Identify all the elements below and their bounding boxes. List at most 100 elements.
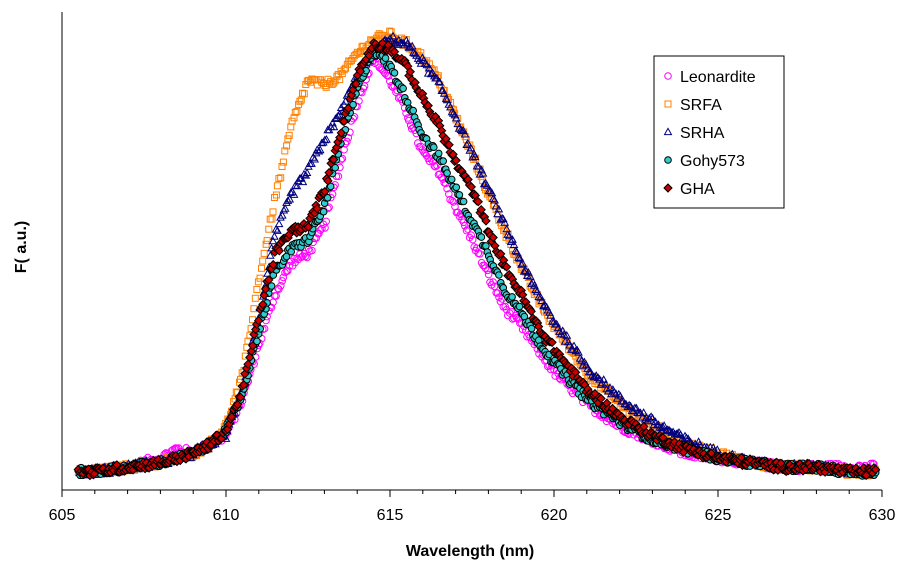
data-point bbox=[487, 188, 497, 197]
data-point bbox=[417, 142, 425, 151]
data-point bbox=[259, 290, 269, 301]
data-point bbox=[473, 196, 484, 207]
data-point bbox=[343, 103, 354, 114]
data-point bbox=[283, 142, 291, 150]
data-point bbox=[279, 158, 287, 166]
data-point bbox=[507, 307, 515, 316]
data-point bbox=[284, 267, 292, 275]
data-point bbox=[387, 28, 395, 36]
data-point bbox=[270, 231, 279, 240]
data-point bbox=[355, 66, 366, 77]
data-point bbox=[472, 244, 481, 252]
data-point bbox=[451, 155, 461, 166]
data-point bbox=[292, 181, 302, 190]
data-point bbox=[274, 246, 285, 256]
data-point bbox=[289, 190, 299, 198]
data-point bbox=[658, 422, 667, 430]
data-point bbox=[470, 152, 480, 160]
data-point bbox=[280, 204, 290, 212]
data-point bbox=[322, 134, 331, 143]
data-point bbox=[659, 421, 669, 429]
data-point bbox=[239, 380, 249, 390]
data-point bbox=[286, 188, 296, 196]
data-point bbox=[508, 235, 517, 243]
data-point bbox=[307, 159, 316, 167]
data-point bbox=[323, 194, 332, 202]
data-point bbox=[467, 231, 476, 239]
data-point bbox=[295, 174, 305, 182]
data-point bbox=[454, 123, 464, 132]
data-point bbox=[287, 123, 295, 131]
data-point bbox=[482, 242, 490, 250]
data-point bbox=[515, 302, 524, 311]
data-point bbox=[455, 191, 464, 199]
data-point bbox=[275, 175, 283, 182]
data-point bbox=[308, 152, 318, 161]
data-point bbox=[517, 259, 526, 268]
data-point bbox=[488, 232, 498, 243]
data-point bbox=[323, 176, 333, 186]
data-point bbox=[481, 264, 490, 273]
data-point bbox=[341, 96, 350, 105]
x-tick-label: 605 bbox=[49, 507, 76, 524]
data-point bbox=[460, 129, 470, 138]
data-point bbox=[264, 275, 274, 285]
data-point bbox=[253, 337, 261, 346]
data-point bbox=[422, 60, 432, 69]
data-point bbox=[593, 373, 603, 381]
data-point bbox=[483, 266, 492, 275]
data-point bbox=[315, 145, 325, 154]
data-point bbox=[263, 237, 271, 245]
x-tick-label: 610 bbox=[213, 507, 240, 524]
data-point bbox=[285, 131, 293, 139]
data-point bbox=[407, 41, 417, 50]
data-point bbox=[512, 247, 522, 256]
data-point bbox=[301, 252, 310, 261]
data-point bbox=[439, 88, 449, 97]
data-point bbox=[329, 122, 339, 131]
series-gha bbox=[73, 38, 881, 481]
data-point bbox=[488, 194, 498, 202]
data-point bbox=[405, 116, 413, 125]
data-point bbox=[468, 235, 477, 244]
data-point bbox=[258, 299, 268, 310]
data-point bbox=[443, 169, 451, 177]
data-point bbox=[527, 324, 536, 333]
data-point bbox=[490, 195, 499, 204]
data-point bbox=[447, 175, 456, 184]
data-point bbox=[322, 217, 331, 226]
data-point bbox=[303, 222, 314, 232]
data-point bbox=[243, 359, 253, 369]
data-point bbox=[335, 109, 344, 118]
data-point bbox=[258, 264, 265, 272]
data-point bbox=[256, 274, 264, 282]
data-point bbox=[253, 286, 261, 293]
data-point bbox=[536, 298, 544, 306]
legend-label: SRFA bbox=[680, 97, 722, 114]
data-point bbox=[504, 231, 514, 240]
data-point bbox=[299, 252, 307, 260]
data-point bbox=[481, 216, 491, 226]
data-point bbox=[266, 215, 274, 223]
data-point bbox=[299, 169, 309, 178]
data-point bbox=[434, 149, 443, 158]
data-point bbox=[387, 82, 396, 90]
data-point bbox=[425, 63, 434, 72]
data-point bbox=[474, 161, 483, 170]
data-point bbox=[596, 393, 606, 404]
data-point bbox=[260, 249, 268, 257]
data-point bbox=[349, 100, 357, 109]
data-point bbox=[319, 207, 328, 216]
data-point bbox=[476, 250, 484, 258]
data-point bbox=[448, 197, 456, 205]
data-point bbox=[303, 253, 311, 262]
data-point bbox=[355, 97, 363, 105]
data-point bbox=[272, 191, 280, 199]
data-point bbox=[279, 273, 288, 282]
data-point bbox=[232, 399, 243, 410]
data-point bbox=[310, 154, 320, 163]
data-point bbox=[466, 143, 476, 152]
data-point bbox=[615, 391, 625, 400]
data-point bbox=[482, 180, 492, 189]
data-point bbox=[259, 257, 267, 265]
